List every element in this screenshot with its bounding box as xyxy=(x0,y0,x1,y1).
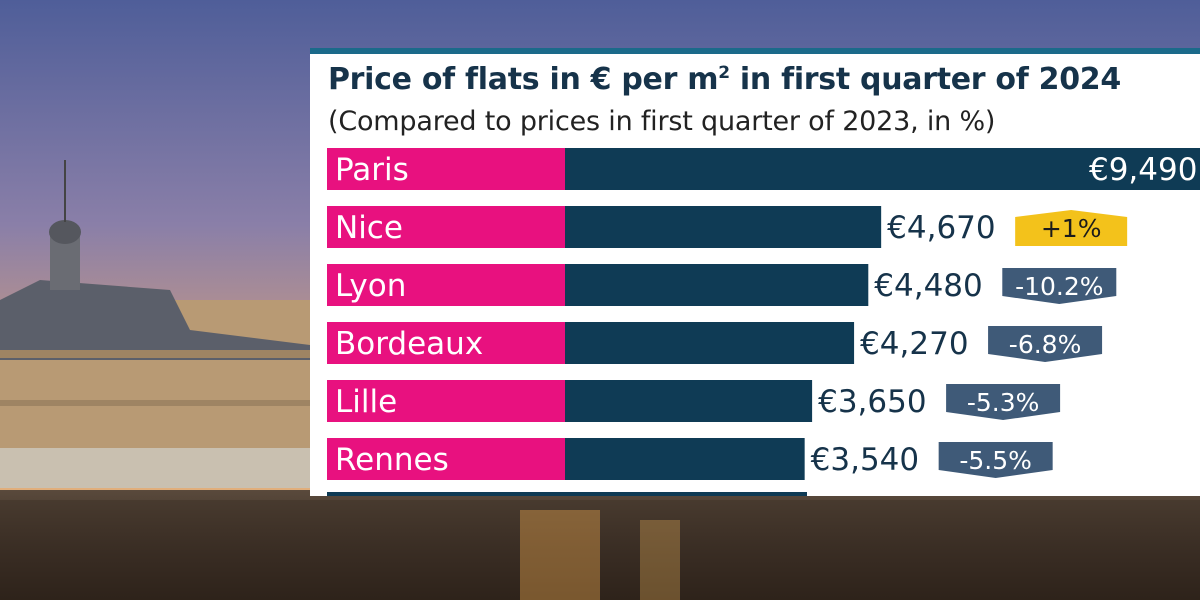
bar xyxy=(565,322,855,364)
category-label-bg xyxy=(327,322,565,364)
building-silhouette xyxy=(0,160,310,488)
change-badge-positive xyxy=(1015,210,1128,246)
change-badge-negative xyxy=(938,442,1053,478)
water-reflection xyxy=(0,500,1200,600)
bar xyxy=(565,438,805,480)
category-label: Rennes xyxy=(335,442,449,478)
category-label: Paris xyxy=(335,152,409,188)
chart-title-text: Price of flats in € per m xyxy=(328,62,719,97)
value-label: €3,650 xyxy=(818,384,926,420)
category-label-bg xyxy=(327,148,565,190)
panel-accent-line xyxy=(310,48,1200,54)
bar-chart: Paris €9,490 Nice €4,670 +1% Lyon €4,480 -10.2%… xyxy=(327,148,1200,496)
category-label-bg xyxy=(327,438,565,480)
category-label: Lyon xyxy=(335,268,406,304)
value-label: €4,270 xyxy=(860,326,968,362)
value-label: €4,670 xyxy=(887,210,995,246)
category-label-bg xyxy=(327,264,565,306)
change-badge-negative xyxy=(988,326,1103,362)
change-label: -5.5% xyxy=(959,446,1032,475)
chart-panel: Price of flats in € per m2 in first quar… xyxy=(310,48,1200,496)
change-label: -5.3% xyxy=(967,388,1040,417)
next-row-edge xyxy=(327,492,807,496)
value-label: €3,540 xyxy=(811,442,919,478)
change-label: +1% xyxy=(1041,214,1102,243)
category-label: Lille xyxy=(335,384,397,420)
chart-title-superscript: 2 xyxy=(718,63,730,83)
bar xyxy=(565,380,813,422)
category-label: Nice xyxy=(335,210,403,246)
value-label: €9,490 xyxy=(1089,152,1197,188)
change-label: -10.2% xyxy=(1015,272,1103,301)
value-label: €4,480 xyxy=(874,268,982,304)
category-label: Bordeaux xyxy=(335,326,483,362)
bar xyxy=(565,264,869,306)
chart-title: Price of flats in € per m2 in first quar… xyxy=(328,62,1121,97)
bar xyxy=(565,148,1200,190)
bar xyxy=(565,206,882,248)
category-label-bg xyxy=(327,206,565,248)
category-label-bg xyxy=(327,380,565,422)
chart-title-suffix: in first quarter of 2024 xyxy=(729,62,1121,97)
change-badge-negative xyxy=(946,384,1061,420)
change-label: -6.8% xyxy=(1009,330,1082,359)
change-badge-negative xyxy=(1002,268,1117,304)
chart-subtitle: (Compared to prices in first quarter of … xyxy=(328,106,996,137)
